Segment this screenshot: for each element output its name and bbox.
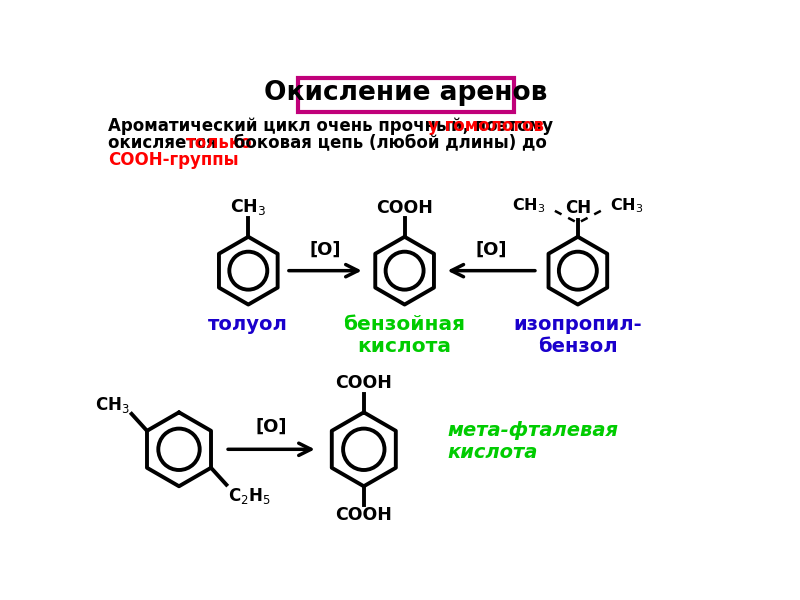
Text: C$_2$H$_5$: C$_2$H$_5$	[228, 486, 270, 506]
Text: бензойная
кислота: бензойная кислота	[344, 316, 466, 356]
Text: CH$_3$: CH$_3$	[230, 197, 266, 217]
FancyBboxPatch shape	[298, 78, 514, 112]
Text: CH$_3$: CH$_3$	[610, 197, 644, 215]
Text: у гомологов: у гомологов	[429, 116, 545, 134]
Text: боковая цепь (любой длины) до: боковая цепь (любой длины) до	[228, 134, 547, 152]
Text: [O]: [O]	[310, 241, 341, 259]
Text: CH: CH	[565, 199, 591, 217]
Text: толуол: толуол	[208, 316, 288, 334]
Text: СООН-группы: СООН-группы	[108, 151, 238, 169]
Text: окисляется: окисляется	[108, 134, 222, 152]
Text: изопропил-
бензол: изопропил- бензол	[514, 316, 642, 356]
Text: [O]: [O]	[475, 241, 507, 259]
Text: CH$_3$: CH$_3$	[512, 197, 546, 215]
Text: только: только	[186, 134, 253, 152]
Text: COOH: COOH	[335, 506, 392, 524]
Text: COOH: COOH	[335, 374, 392, 392]
Text: [O]: [O]	[256, 418, 287, 436]
Text: COOH: COOH	[376, 199, 433, 217]
Text: CH$_3$: CH$_3$	[95, 395, 130, 415]
Text: Ароматический цикл очень прочный, поэтому: Ароматический цикл очень прочный, поэтом…	[108, 116, 559, 134]
Text: мета-фталевая
кислота: мета-фталевая кислота	[447, 421, 618, 462]
Text: Окисление аренов: Окисление аренов	[265, 80, 548, 106]
